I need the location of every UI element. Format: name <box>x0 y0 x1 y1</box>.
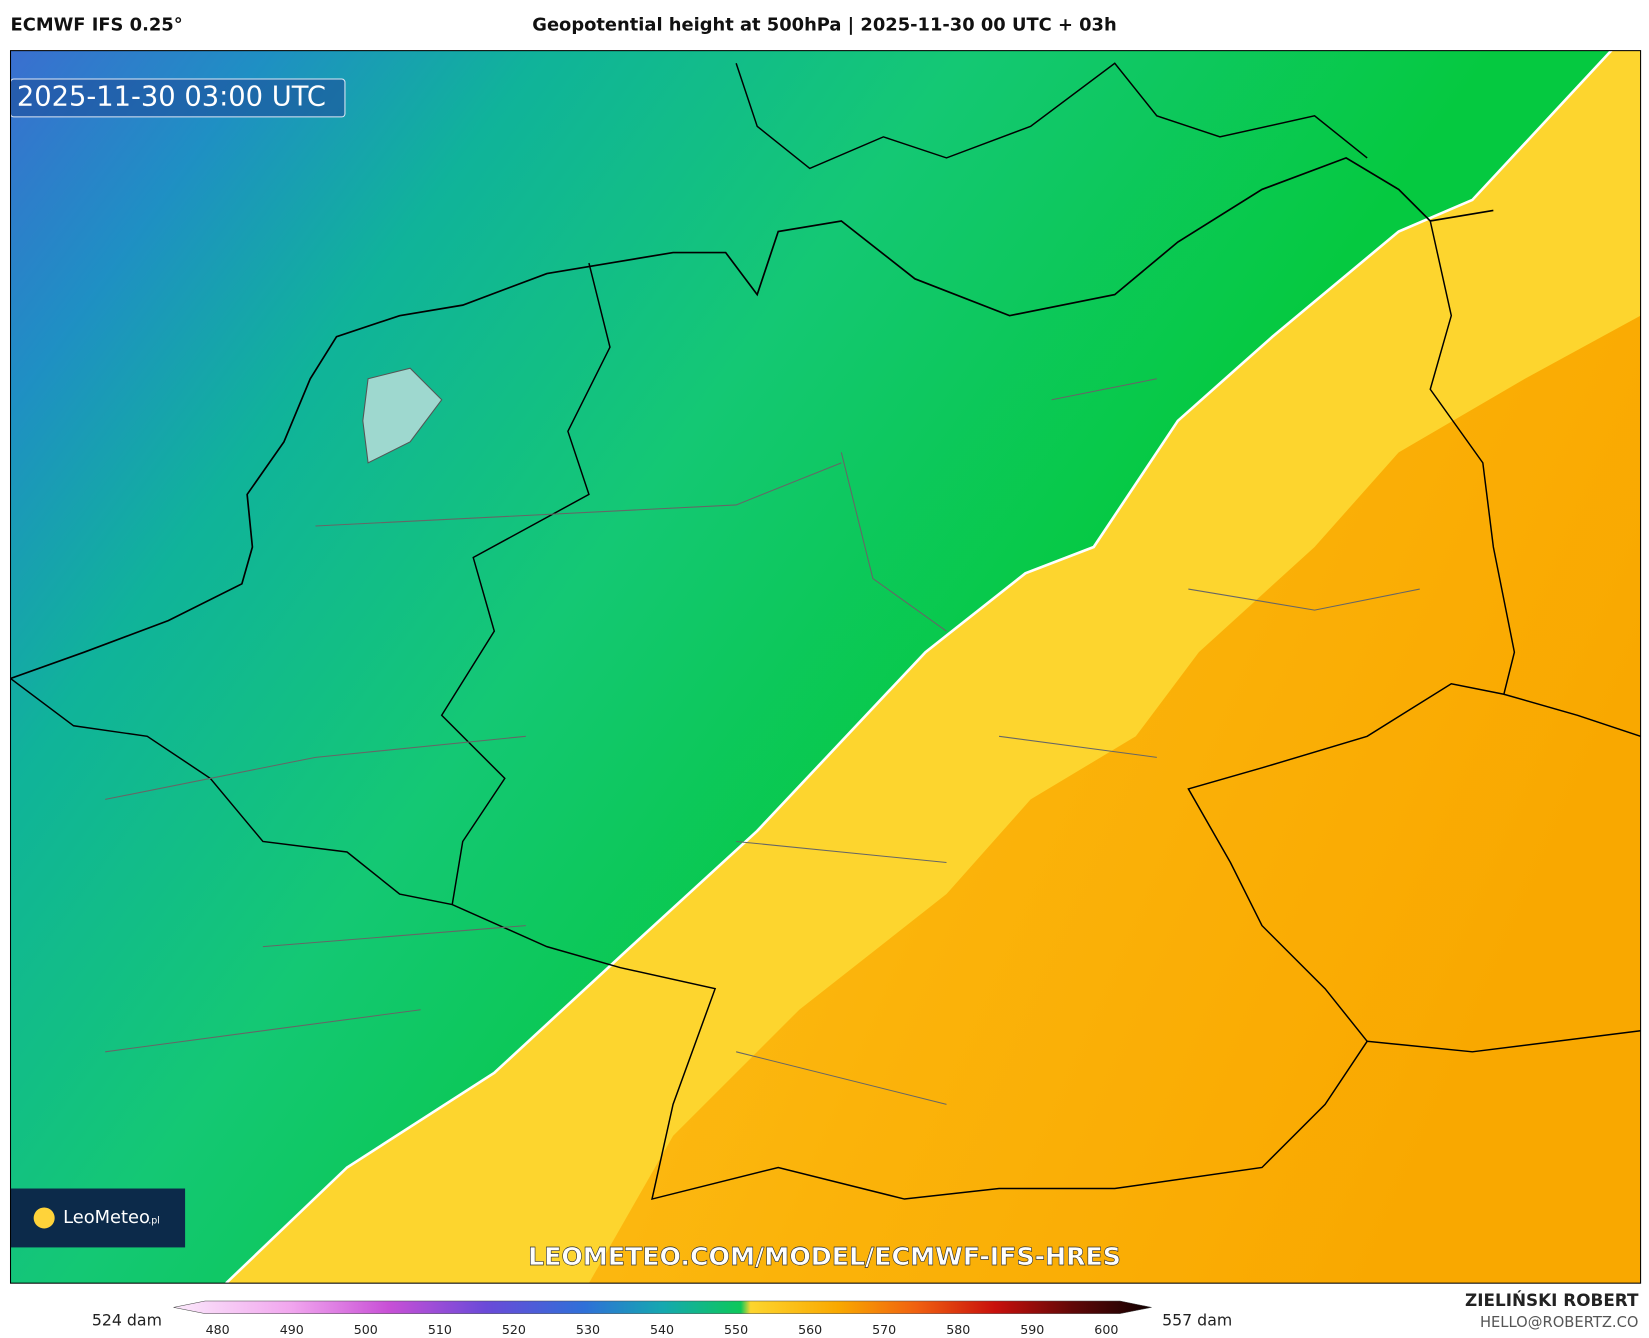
ijsselmeer <box>362 367 443 464</box>
map: 2025-11-30 03:00 UTC LeoMeteo .pl LEOMET… <box>10 50 1641 1284</box>
regional-borders <box>105 378 1420 1105</box>
map-title: Geopotential height at 500hPa | 2025-11-… <box>532 14 1116 35</box>
border-cz-pl <box>1503 693 1641 738</box>
colorbar-tick-label: 580 <box>946 1322 970 1337</box>
logo-text: LeoMeteo <box>63 1207 150 1228</box>
logo-suffix: .pl <box>148 1216 160 1227</box>
logo-sun <box>33 1207 55 1229</box>
colorbar-ticks: 480 490 500 510 520 530 540 550 560 570 580 590 600 <box>206 1322 1119 1337</box>
orange-zone <box>588 315 1641 1284</box>
border-south <box>10 677 1641 1201</box>
watermark: LEOMETEO.COM/MODEL/ECMWF-IFS-HRES <box>528 1242 1121 1271</box>
colorbar-min: 524 dam <box>92 1311 162 1330</box>
valid-time: 2025-11-30 03:00 UTC <box>17 81 326 112</box>
model-name: ECMWF IFS 0.25° <box>11 14 183 35</box>
valid-time-box <box>10 78 346 118</box>
colorbar-tick-label: 590 <box>1020 1322 1044 1337</box>
colorbar <box>173 1300 1152 1314</box>
coastline-north <box>735 62 1368 170</box>
colorbar-tick-label: 520 <box>502 1322 526 1337</box>
colorbar-tick-label: 540 <box>650 1322 674 1337</box>
border-de-pl-cz <box>1187 220 1516 1042</box>
colorbar-tick-label: 550 <box>724 1322 748 1337</box>
colorbar-tick-label: 500 <box>354 1322 378 1337</box>
email: HELLO@ROBERTZ.CO <box>1480 1314 1639 1331</box>
border-nl-de <box>440 262 611 905</box>
coastline <box>10 156 1494 680</box>
colorbar-tick-label: 600 <box>1094 1322 1118 1337</box>
author: ZIELIŃSKI ROBERT <box>1465 1289 1639 1310</box>
colorbar-tick-label: 480 <box>206 1322 230 1337</box>
contour-line <box>225 50 1614 1284</box>
colorbar-tick-label: 510 <box>428 1322 452 1337</box>
colorbar-tick-label: 490 <box>280 1322 304 1337</box>
map-frame <box>9 50 1642 1284</box>
colorbar-max: 557 dam <box>1162 1311 1232 1330</box>
colorbar-tick-label: 560 <box>798 1322 822 1337</box>
colorbar-tick-label: 570 <box>872 1322 896 1337</box>
colorbar-tick-label: 530 <box>576 1322 600 1337</box>
